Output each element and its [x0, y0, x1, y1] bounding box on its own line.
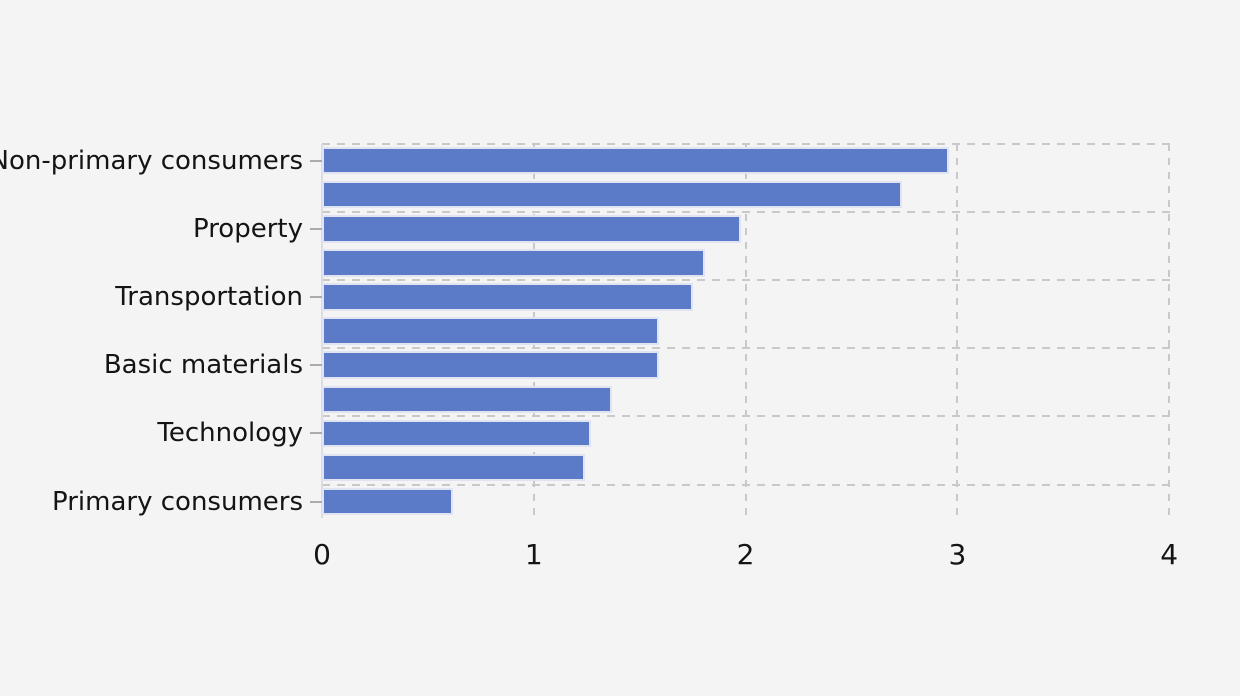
x-tick-label: 2	[736, 538, 755, 571]
bar	[322, 180, 903, 209]
y-tick-mark	[310, 295, 322, 298]
bar	[322, 351, 659, 379]
category-label: Transportation	[115, 281, 303, 312]
bar	[322, 146, 949, 175]
category-label: Primary consumers	[52, 486, 303, 517]
bar	[322, 385, 613, 413]
x-tick-label: 4	[1160, 538, 1179, 571]
grid-line-horizontal	[322, 483, 1170, 486]
category-label: Basic materials	[103, 350, 303, 381]
bar	[322, 419, 591, 448]
bar	[322, 453, 585, 482]
grid-line-horizontal	[322, 142, 1170, 145]
y-tick-mark	[310, 432, 322, 435]
category-label: Property	[192, 213, 303, 244]
y-tick-mark	[310, 159, 322, 162]
x-tick-label: 1	[524, 538, 543, 571]
category-label: Technology	[157, 418, 303, 449]
y-tick-mark	[310, 500, 322, 503]
y-tick-mark	[310, 364, 322, 367]
y-tick-mark	[310, 227, 322, 230]
grid-line-vertical	[744, 143, 747, 515]
grid-line-horizontal	[322, 278, 1170, 281]
grid-line-vertical	[1168, 143, 1171, 515]
grid-line-horizontal	[322, 210, 1170, 213]
grid-line-horizontal	[322, 415, 1170, 418]
bar	[322, 249, 706, 277]
category-label: Non-primary consumers	[0, 145, 303, 176]
bar	[322, 215, 742, 243]
bar	[322, 317, 659, 345]
x-tick-label: 0	[313, 538, 331, 571]
bar	[322, 487, 454, 516]
grid-line-horizontal	[322, 347, 1170, 350]
grid-line-vertical	[956, 143, 959, 515]
bar	[322, 283, 693, 311]
x-tick-label: 3	[948, 538, 967, 571]
